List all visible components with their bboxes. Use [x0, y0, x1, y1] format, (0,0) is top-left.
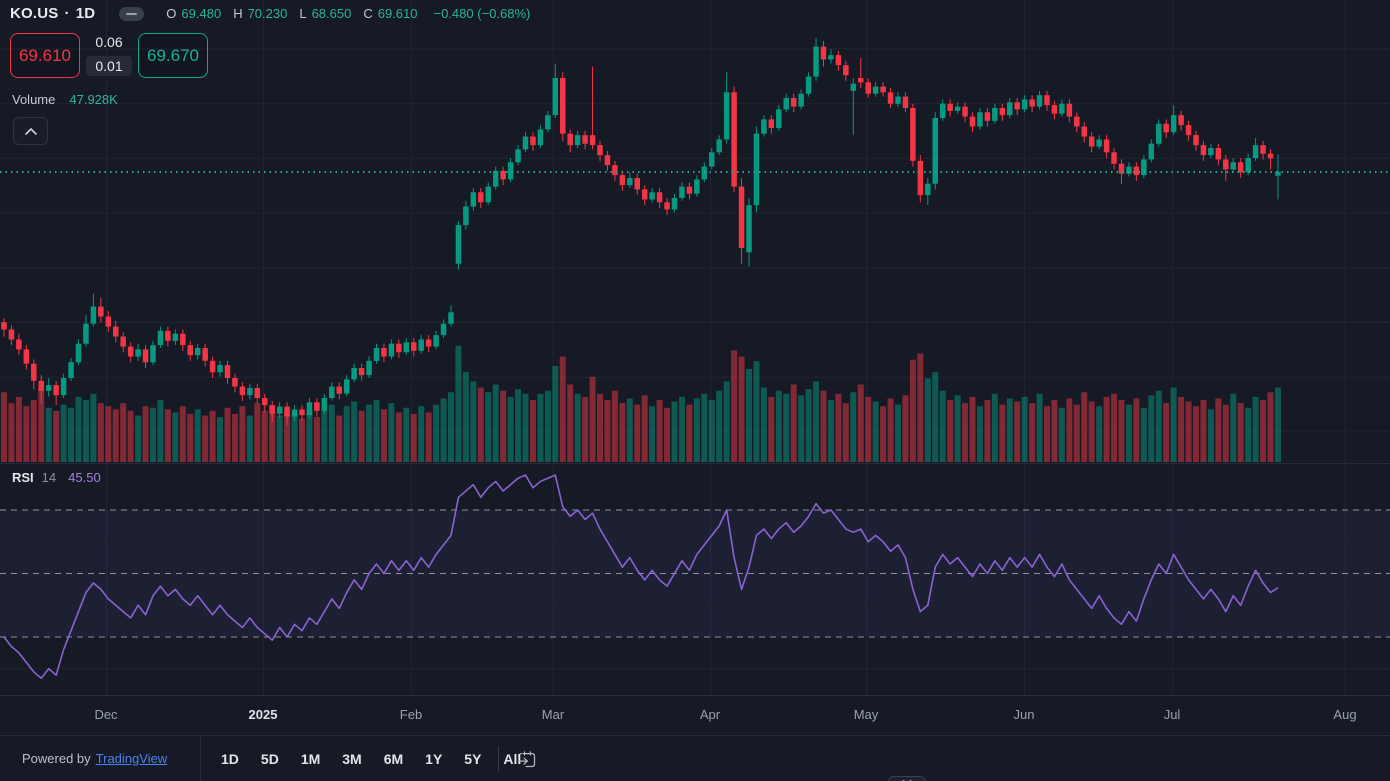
open-value: 69.480: [181, 6, 222, 21]
spread-top-value: 0.06: [95, 34, 123, 50]
high-label: H: [233, 6, 243, 21]
collapse-panel-button[interactable]: [13, 117, 48, 145]
time-axis-label: May: [854, 707, 879, 722]
attribution: Powered by TradingView: [22, 736, 167, 781]
time-axis-label: Jun: [1014, 707, 1035, 722]
chevron-up-icon: [24, 127, 37, 135]
go-to-date-button[interactable]: [511, 743, 543, 775]
toolbar-divider: [200, 736, 201, 781]
ohlc-readout: O 69.480 H 70.230 L 68.650 C 69.610 −0.4…: [166, 6, 530, 21]
range-all-button[interactable]: All: [499, 748, 525, 770]
volume-value: 47.928K: [69, 92, 118, 107]
close-value: 69.610: [377, 6, 418, 21]
range-6m-button[interactable]: 6M: [380, 748, 407, 770]
hide-legend-button[interactable]: [119, 6, 145, 21]
calendar-arrow-icon: [518, 751, 536, 768]
rsi-period: 14: [41, 470, 57, 485]
volume-label: Volume: [12, 92, 56, 107]
range-1d-button[interactable]: 1D: [217, 748, 243, 770]
time-axis-label: Jul: [1164, 707, 1181, 722]
range-1y-button[interactable]: 1Y: [421, 748, 446, 770]
rsi-value: 45.50: [68, 470, 101, 485]
time-axis-label: Apr: [700, 707, 721, 722]
time-axis-label: 2025: [249, 707, 278, 722]
time-axis-label: Feb: [400, 707, 422, 722]
time-axis-label: Aug: [1333, 707, 1356, 722]
change-value: −0.480 (−0.68%): [433, 6, 531, 21]
time-axis-label: Dec: [94, 707, 118, 722]
floating-handle[interactable]: [888, 776, 926, 781]
time-axis-label: Mar: [542, 707, 565, 722]
high-value: 70.230: [247, 6, 288, 21]
volume-legend: Volume 47.928K: [12, 92, 118, 107]
symbol-separator: ·: [64, 5, 70, 22]
buy-button[interactable]: 69.670: [138, 33, 208, 78]
close-label: C: [363, 6, 373, 21]
tradingview-link[interactable]: TradingView: [95, 751, 168, 766]
toolbar-divider-2: [498, 746, 499, 772]
range-buttons: 1D 5D 1M 3M 6M 1Y 5Y All: [217, 736, 525, 781]
symbol-header: KO.US · 1D O 69.480 H 70.230 L 68.650 C …: [10, 5, 530, 22]
powered-by-text: Powered by: [22, 751, 91, 766]
range-3m-button[interactable]: 3M: [338, 748, 365, 770]
low-value: 68.650: [311, 6, 352, 21]
minus-icon: [126, 12, 138, 15]
low-label: L: [299, 6, 307, 21]
bid-ask-widget: 69.610 0.06 0.01 69.670: [10, 33, 208, 78]
spread-value: 0.01: [86, 56, 132, 76]
range-1m-button[interactable]: 1M: [297, 748, 324, 770]
timeframe-label[interactable]: 1D: [75, 5, 96, 22]
sell-button[interactable]: 69.610: [10, 33, 80, 78]
range-5y-button[interactable]: 5Y: [460, 748, 485, 770]
rsi-legend: RSI 14 45.50: [12, 470, 101, 485]
spread-column: 0.06 0.01: [80, 33, 138, 78]
range-5d-button[interactable]: 5D: [257, 748, 283, 770]
chart-canvas[interactable]: Dec 2025 Feb Mar Apr May Jun Jul Aug: [0, 0, 1390, 735]
rsi-label: RSI: [12, 470, 34, 485]
symbol-name[interactable]: KO.US: [10, 5, 59, 22]
bottom-toolbar: Powered by TradingView 1D 5D 1M 3M 6M 1Y…: [0, 735, 1390, 781]
open-label: O: [166, 6, 177, 21]
